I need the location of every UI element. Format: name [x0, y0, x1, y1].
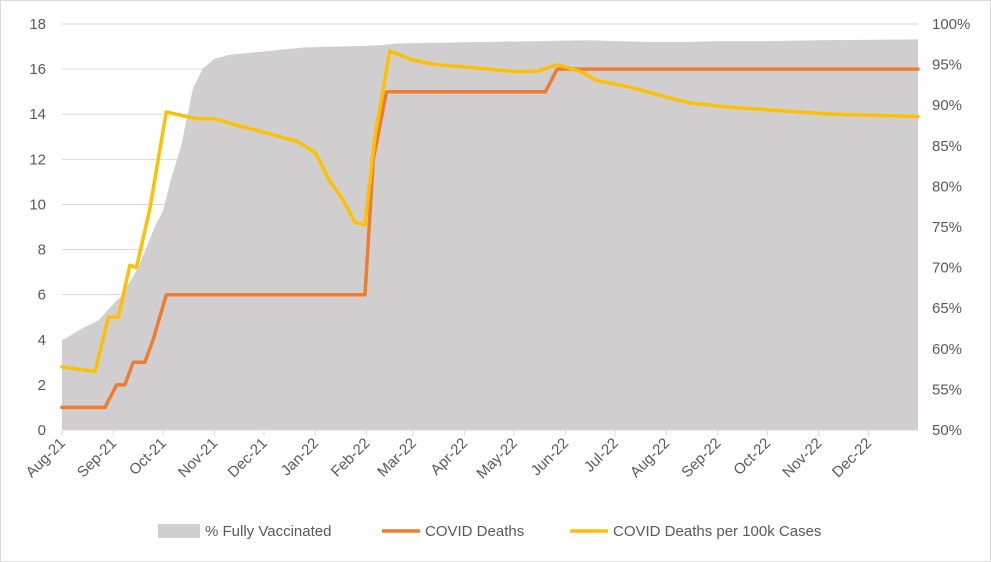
x-axis-tick-label: Jun-22 [528, 435, 572, 479]
x-axis-tick-label: Jan-22 [278, 435, 322, 479]
x-axis-tick-label: Feb-22 [328, 435, 374, 481]
left-axis-tick-label: 14 [29, 106, 46, 123]
deaths-per-100k-line [60, 49, 920, 374]
right-axis-tick-label: 70% [932, 260, 962, 277]
left-axis-tick-labels: 0 2 4 6 8 10 12 14 16 18 [29, 16, 46, 439]
left-axis-tick-label: 16 [29, 61, 46, 78]
right-axis-tick-label: 95% [932, 57, 962, 74]
x-axis-tick-label: Jul-22 [581, 435, 622, 476]
x-axis-tick-label: Sep-21 [74, 435, 120, 481]
right-axis-tick-label: 90% [932, 97, 962, 114]
legend: % Fully Vaccinated COVID Deaths COVID Deat… [158, 523, 821, 540]
left-axis-tick-label: 2 [38, 377, 46, 394]
right-axis-tick-label: 85% [932, 138, 962, 155]
legend-fully-vaccinated-swatch [158, 524, 200, 538]
x-axis-tick-label: Aug-22 [627, 435, 673, 481]
right-axis-tick-label: 50% [932, 422, 962, 439]
left-axis-tick-label: 18 [29, 16, 46, 33]
x-axis-tick-label: May-22 [473, 435, 520, 482]
right-axis-tick-label: 80% [932, 178, 962, 195]
x-axis-tick-label: Oct-21 [126, 435, 170, 479]
left-axis-tick-label: 0 [38, 422, 46, 439]
x-axis-tick-label: Oct-22 [730, 435, 774, 479]
legend-deaths-per-100k-label: COVID Deaths per 100k Cases [613, 523, 821, 540]
x-axis-tick-labels: Aug-21 Sep-21 Oct-21 Nov-21 Dec-21 Jan-22 Feb-… [23, 435, 876, 482]
x-axis-tick-label: Dec-22 [829, 435, 875, 481]
legend-fully-vaccinated-label: % Fully Vaccinated [205, 523, 331, 540]
left-axis-tick-label: 4 [38, 332, 46, 349]
x-axis-tick-label: Dec-21 [225, 435, 271, 481]
x-axis-tick-label: Sep-22 [678, 435, 724, 481]
line-series-layer [60, 49, 920, 410]
x-axis-tick-label: Apr-22 [427, 435, 471, 479]
right-axis-tick-label: 65% [932, 300, 962, 317]
left-axis-tick-label: 10 [29, 196, 46, 213]
x-axis-tick-label: Nov-21 [175, 435, 221, 481]
fully-vaccinated-area [62, 39, 918, 431]
right-axis-tick-label: 55% [932, 381, 962, 398]
left-axis-tick-label: 12 [29, 151, 46, 168]
right-axis-tick-label: 60% [932, 341, 962, 358]
legend-covid-deaths-label: COVID Deaths [425, 523, 524, 540]
right-axis-tick-labels: 50% 55% 60% 65% 70% 75% 80% 85% 90% 95% 100% [932, 16, 970, 439]
axes [61, 429, 918, 436]
area-series-layer [62, 39, 918, 431]
left-axis-tick-label: 6 [38, 287, 46, 304]
left-axis-tick-label: 8 [38, 242, 46, 259]
x-axis-tick-label: Aug-21 [23, 435, 69, 481]
covid-deaths-line [60, 67, 920, 410]
x-axis-tick-label: Nov-22 [779, 435, 825, 481]
right-axis-tick-label: 100% [932, 16, 970, 33]
x-axis-tick-label: Mar-22 [374, 435, 420, 481]
right-axis-tick-label: 75% [932, 219, 962, 236]
